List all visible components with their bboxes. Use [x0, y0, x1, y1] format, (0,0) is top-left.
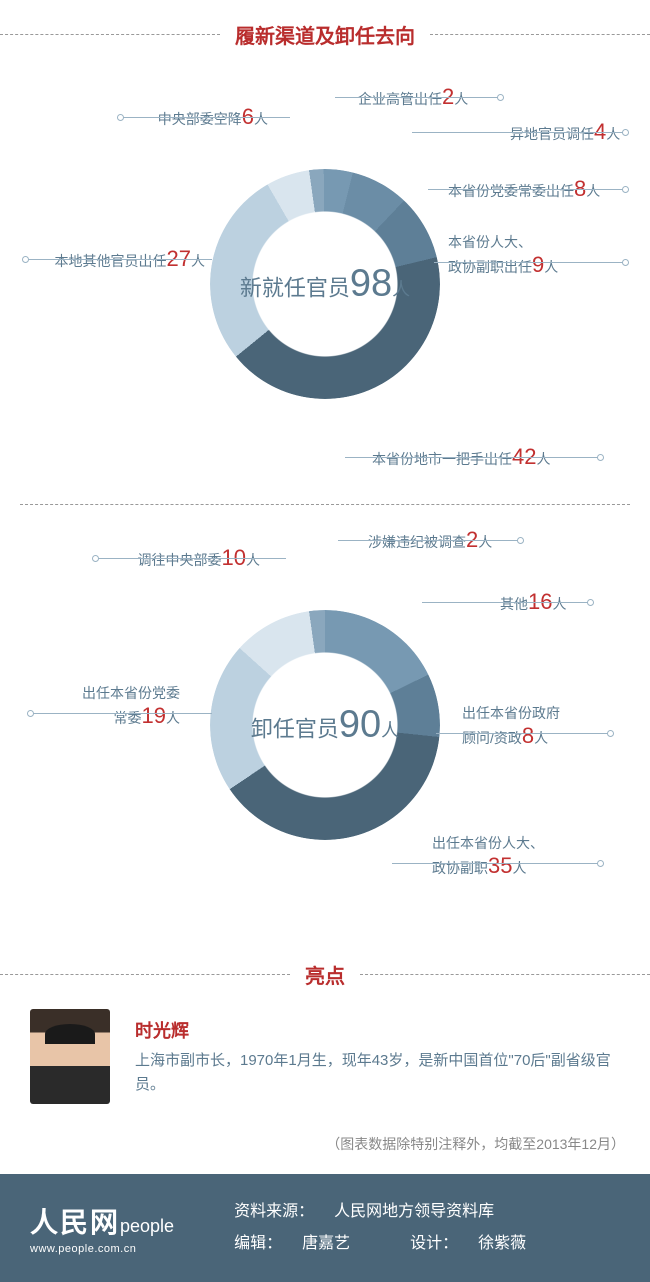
infographic-container: 履新渠道及卸任去向 新就任官员98人 企业高管出任2人异地官员调任4人本省份党委…	[0, 0, 650, 1282]
highlight-body: 时光辉 上海市副市长，1970年1月生，现年43岁，是新中国首位"70后"副省级…	[0, 999, 650, 1124]
footer-logo: 人民网people www.people.com.cn	[30, 1201, 174, 1255]
donut-1-center: 新就任官员98人	[240, 263, 410, 306]
highlight-title: 亮点	[290, 960, 360, 989]
footer-credits: 资料来源：人民网地方领导资料库 编辑：唐嘉艺设计：徐紫薇	[234, 1196, 566, 1260]
chart-callout: 出任本省份政府顾问/资政8人	[462, 703, 560, 749]
chart-leaving-officials: 卸任官员90人 涉嫌违纪被调查2人其他16人出任本省份政府顾问/资政8人出任本省…	[0, 505, 650, 945]
chart-callout: 本省份人大、政协副职出任9人	[448, 232, 558, 278]
chart-new-officials: 新就任官员98人 企业高管出任2人异地官员调任4人本省份党委常委出任8人本省份人…	[0, 64, 650, 504]
footer: 人民网people www.people.com.cn 资料来源：人民网地方领导…	[0, 1174, 650, 1282]
highlight-desc: 上海市副市长，1970年1月生，现年43岁，是新中国首位"70后"副省级官员。	[135, 1049, 620, 1097]
data-note: （图表数据除特别注释外，均截至2013年12月）	[0, 1124, 650, 1174]
highlight-title-row: 亮点	[0, 945, 650, 999]
chart-callout: 出任本省份党委常委19人	[82, 683, 180, 729]
highlight-name: 时光辉	[135, 1017, 620, 1043]
chart-callout: 出任本省份人大、政协副职35人	[432, 833, 544, 879]
donut-2-center: 卸任官员90人	[251, 704, 399, 747]
main-title: 履新渠道及卸任去向	[220, 20, 430, 49]
main-title-row: 履新渠道及卸任去向	[0, 0, 650, 64]
highlight-avatar	[30, 1009, 110, 1104]
